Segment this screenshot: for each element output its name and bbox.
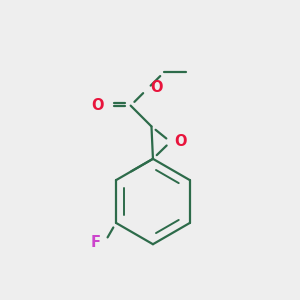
Text: F: F [91,235,101,250]
Text: O: O [92,98,104,113]
Text: O: O [151,80,163,95]
Text: O: O [174,134,187,149]
